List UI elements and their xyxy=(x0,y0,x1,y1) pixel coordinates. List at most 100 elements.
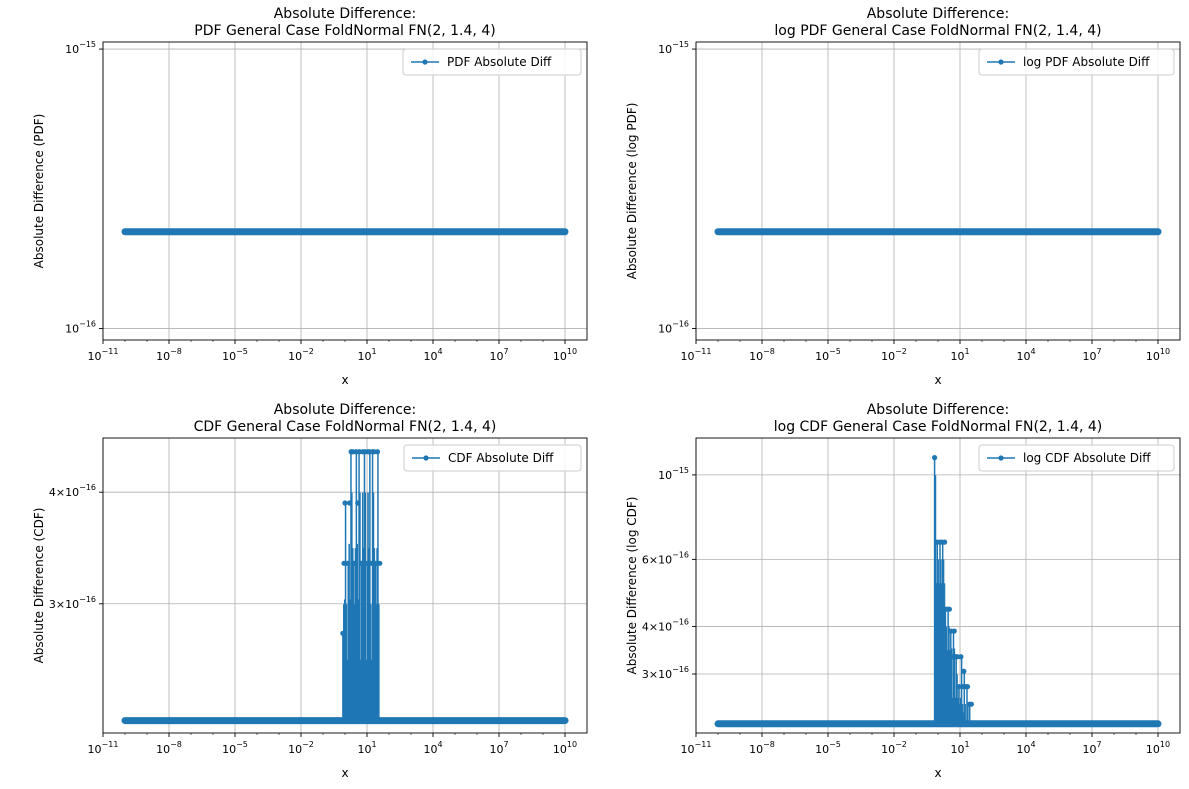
tick-base: 10 xyxy=(357,743,371,756)
grid xyxy=(102,438,587,733)
tick-exponent: −15 xyxy=(672,466,689,475)
tick-base: 10 xyxy=(1016,350,1030,363)
x-tick-label: 10−5 xyxy=(222,740,248,756)
tick-exponent: −16 xyxy=(79,595,96,604)
tick-exponent: 10 xyxy=(567,740,577,749)
series-point xyxy=(373,560,379,566)
tick-base: 10 xyxy=(881,743,895,756)
x-tick-label: 107 xyxy=(1082,347,1101,363)
tick-base: 10 xyxy=(1082,743,1096,756)
legend: PDF Absolute Diff xyxy=(402,48,582,76)
series-point xyxy=(342,500,348,506)
tick-base: 10 xyxy=(357,350,371,363)
x-tick-label: 10−8 xyxy=(749,740,775,756)
series-point xyxy=(946,606,953,612)
tick-mantissa: 3 xyxy=(642,668,649,681)
series-point xyxy=(351,560,357,566)
legend-label: CDF Absolute Diff xyxy=(448,451,554,465)
tick-exponent: −2 xyxy=(895,740,907,749)
x-tick-label: 10−2 xyxy=(288,347,314,363)
tick-exponent: −11 xyxy=(102,740,119,749)
tick-exponent: −16 xyxy=(672,550,689,559)
series-point xyxy=(964,684,971,690)
chart-title-line1: Absolute Difference: xyxy=(274,6,417,22)
x-tick-label: 10−2 xyxy=(288,740,314,756)
tick-base: 10 xyxy=(658,553,672,566)
x-tick-label: 10−2 xyxy=(881,740,907,756)
x-tick-label: 104 xyxy=(1016,347,1035,363)
tick-base: 10 xyxy=(749,350,763,363)
series-point xyxy=(340,630,346,636)
tick-base: 10 xyxy=(1146,743,1160,756)
x-tick-label: 10−5 xyxy=(815,347,841,363)
series-point xyxy=(363,560,370,566)
tick-exponent: 1 xyxy=(964,347,969,356)
tick-base: 10 xyxy=(65,598,79,611)
tick-base: 10 xyxy=(489,350,503,363)
tick-base: 10 xyxy=(1082,350,1096,363)
tick-base: 10 xyxy=(222,743,236,756)
series-point xyxy=(346,500,353,506)
tick-exponent: −15 xyxy=(672,40,689,49)
subplot-3: Absolute Difference:CDF General Case Fol… xyxy=(32,402,588,780)
tick-exponent: −16 xyxy=(79,483,96,492)
tick-exponent: −11 xyxy=(695,347,712,356)
tick-base: 10 xyxy=(950,350,964,363)
subplot-1: Absolute Difference:PDF General Case Fol… xyxy=(32,6,588,387)
series xyxy=(121,449,569,725)
legend: CDF Absolute Diff xyxy=(403,444,582,472)
subplot-4: Absolute Difference:log CDF General Case… xyxy=(625,402,1181,780)
tick-exponent: 7 xyxy=(1096,740,1101,749)
x-tick-label: 101 xyxy=(357,740,376,756)
tick-exponent: 10 xyxy=(1160,347,1170,356)
series-point xyxy=(374,449,381,455)
tick-base: 10 xyxy=(288,350,302,363)
x-tick-label: 10−11 xyxy=(88,740,119,756)
tick-base: 10 xyxy=(65,323,79,336)
tick-exponent: 10 xyxy=(1160,740,1170,749)
series-point xyxy=(377,560,383,566)
x-tick-label: 101 xyxy=(357,347,376,363)
series-point xyxy=(344,560,351,566)
legend-box xyxy=(403,444,582,472)
y-tick-label: 3×10−16 xyxy=(642,665,689,681)
series-point xyxy=(958,654,964,660)
x-tick-label: 1010 xyxy=(553,347,577,363)
tick-base: 10 xyxy=(553,743,567,756)
tick-exponent: 7 xyxy=(503,740,508,749)
tick-base: 10 xyxy=(681,350,695,363)
legend: log PDF Absolute Diff xyxy=(978,48,1175,76)
series-point xyxy=(931,455,938,461)
tick-exponent: −5 xyxy=(236,347,248,356)
tick-exponent: −5 xyxy=(829,740,841,749)
tick-exponent: 1 xyxy=(371,347,376,356)
tick-exponent: −16 xyxy=(672,320,689,329)
y-axis-label: Absolute Difference (PDF) xyxy=(32,114,46,269)
tick-base: 10 xyxy=(815,743,829,756)
tick-base: 10 xyxy=(156,743,170,756)
tick-exponent: 7 xyxy=(503,347,508,356)
tick-exponent: −8 xyxy=(763,347,775,356)
series xyxy=(714,455,1162,728)
series-point xyxy=(355,500,361,506)
series-point xyxy=(961,668,967,674)
x-tick-label: 10−11 xyxy=(681,347,712,363)
tick-base: 10 xyxy=(1146,350,1160,363)
legend-marker-swatch xyxy=(998,455,1004,461)
tick-exponent: −8 xyxy=(170,740,182,749)
x-tick-label: 107 xyxy=(1082,740,1101,756)
tick-base: 10 xyxy=(815,350,829,363)
x-tick-label: 1010 xyxy=(1146,740,1170,756)
x-axis-label: x xyxy=(934,766,941,780)
legend-label: PDF Absolute Diff xyxy=(447,55,552,69)
tick-base: 10 xyxy=(288,743,302,756)
tick-mantissa: 4 xyxy=(642,620,649,633)
x-tick-label: 10−5 xyxy=(815,740,841,756)
tick-mantissa: 3 xyxy=(49,598,56,611)
tick-exponent: −11 xyxy=(102,347,119,356)
axes-frame xyxy=(102,41,588,341)
tick-exponent: 10 xyxy=(567,347,577,356)
x-tick-label: 104 xyxy=(423,740,442,756)
tick-exponent: 1 xyxy=(371,740,376,749)
x-axis-label: x xyxy=(341,373,348,387)
